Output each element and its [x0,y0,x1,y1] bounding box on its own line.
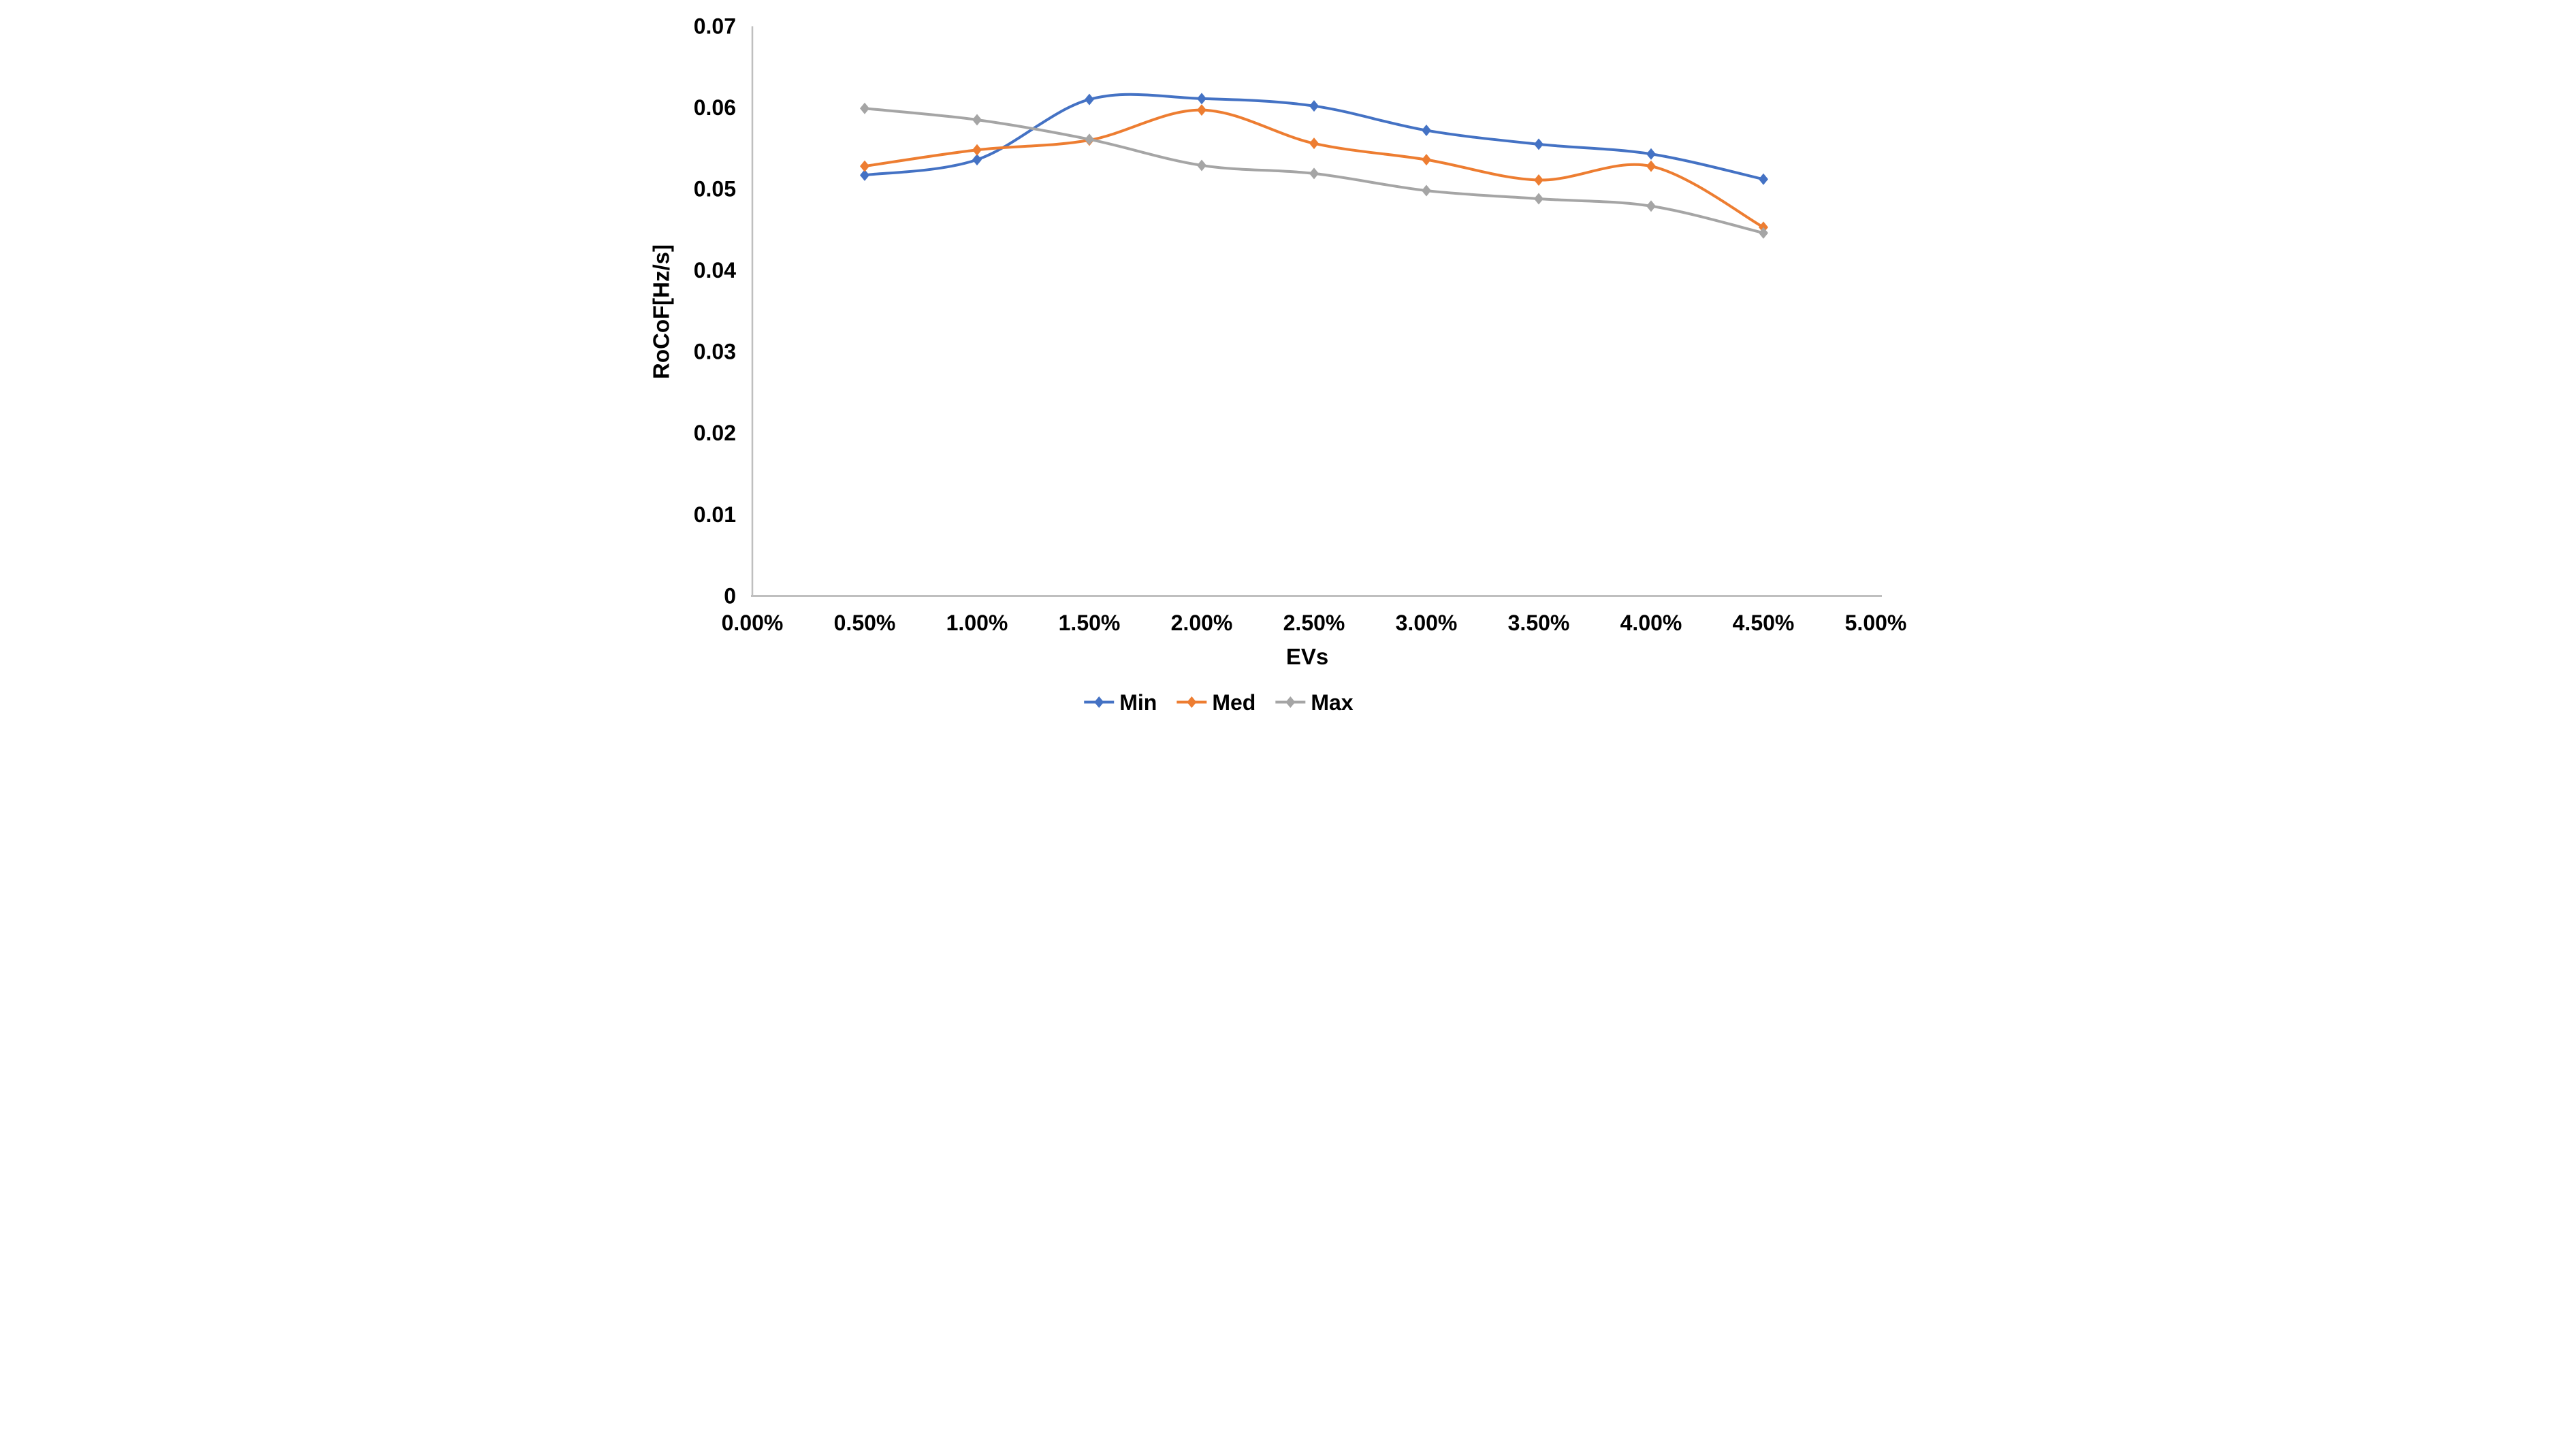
data-point-marker-min [972,154,982,166]
series-min [860,93,1768,185]
legend-marker-icon-min [1094,696,1104,708]
legend-label-med: Med [1212,690,1255,715]
data-point-marker-max [1534,193,1543,205]
y-tick-label: 0 [724,583,736,608]
x-axis-title: EVs [1286,644,1328,669]
legend: Min Med Max [1084,690,1354,715]
y-axis-title: RoCoF[Hz/s] [649,244,674,379]
data-point-marker-min [860,169,869,181]
x-tick-label: 2.50% [1283,611,1345,635]
data-point-marker-med [860,160,869,172]
data-point-marker-med [972,144,982,156]
data-point-marker-max [1759,227,1768,239]
y-tick-label: 0.03 [694,340,736,364]
y-tick-labels: 0 0.01 0.02 0.03 0.04 0.05 0.06 0.07 [694,14,736,608]
data-point-marker-min [1422,125,1431,137]
data-point-marker-min [1759,173,1768,185]
data-point-marker-max [1646,200,1656,212]
y-tick-label: 0.05 [694,177,736,201]
x-tick-label: 3.00% [1396,611,1458,635]
data-point-marker-med [1309,137,1319,150]
y-tick-label: 0.01 [694,502,736,527]
data-point-marker-max [1197,159,1206,172]
x-tick-label: 1.00% [946,611,1008,635]
data-point-marker-med [1422,154,1431,166]
legend-label-max: Max [1311,690,1353,715]
legend-marker-icon-med [1187,696,1197,708]
y-tick-label: 0.04 [694,258,736,282]
data-point-marker-max [1422,184,1431,197]
data-point-marker-min [1309,100,1319,112]
data-point-marker-min [1646,148,1656,160]
data-point-marker-max [1309,167,1319,180]
x-tick-label: 0.00% [722,611,784,635]
y-tick-label: 0.07 [694,14,736,38]
data-point-marker-med [1197,104,1206,116]
x-tick-label: 3.50% [1508,611,1570,635]
axes [751,26,1882,597]
data-point-marker-max [972,114,982,126]
x-tick-label: 2.00% [1171,611,1233,635]
legend-item-max: Max [1275,690,1354,715]
data-point-marker-max [1085,133,1094,146]
x-tick-label: 1.50% [1059,611,1121,635]
x-tick-labels: 0.00% 0.50% 1.00% 1.50% 2.00% 2.50% 3.00% 3.50%… [722,611,1907,635]
data-point-marker-med [1646,160,1656,172]
legend-label-min: Min [1119,690,1157,715]
x-tick-label: 5.00% [1845,611,1907,635]
legend-item-min: Min [1084,690,1157,715]
x-tick-label: 4.50% [1733,611,1795,635]
legend-item-med: Med [1177,690,1255,715]
data-point-marker-min [1197,93,1206,105]
data-point-marker-med [1534,174,1543,186]
y-tick-label: 0.02 [694,421,736,445]
y-tick-label: 0.06 [694,95,736,120]
data-point-marker-min [1534,138,1543,150]
rocof-vs-evs-chart: 0 0.01 0.02 0.03 0.04 0.05 0.06 0.07 0.00% 0.50% 1… [640,0,1920,728]
x-tick-label: 0.50% [834,611,896,635]
x-tick-label: 4.00% [1620,611,1682,635]
legend-marker-icon-max [1285,696,1296,708]
line-chart-canvas: 0 0.01 0.02 0.03 0.04 0.05 0.06 0.07 0.00% 0.50% 1… [649,14,1907,715]
data-point-marker-min [1085,93,1094,106]
series-max [860,102,1768,239]
data-point-marker-max [860,102,869,114]
